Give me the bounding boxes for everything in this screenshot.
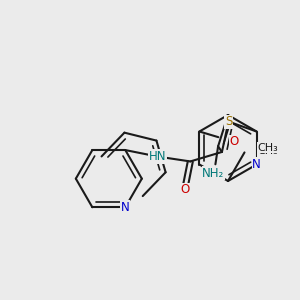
Text: CH₃: CH₃ bbox=[257, 146, 278, 156]
Text: HN: HN bbox=[149, 150, 167, 163]
Text: NH₂: NH₂ bbox=[202, 167, 224, 180]
Text: CH₃: CH₃ bbox=[258, 143, 278, 153]
Text: O: O bbox=[181, 183, 190, 196]
Text: N: N bbox=[252, 158, 261, 171]
Text: S: S bbox=[225, 115, 232, 128]
Text: N: N bbox=[121, 201, 130, 214]
Text: O: O bbox=[230, 135, 239, 148]
